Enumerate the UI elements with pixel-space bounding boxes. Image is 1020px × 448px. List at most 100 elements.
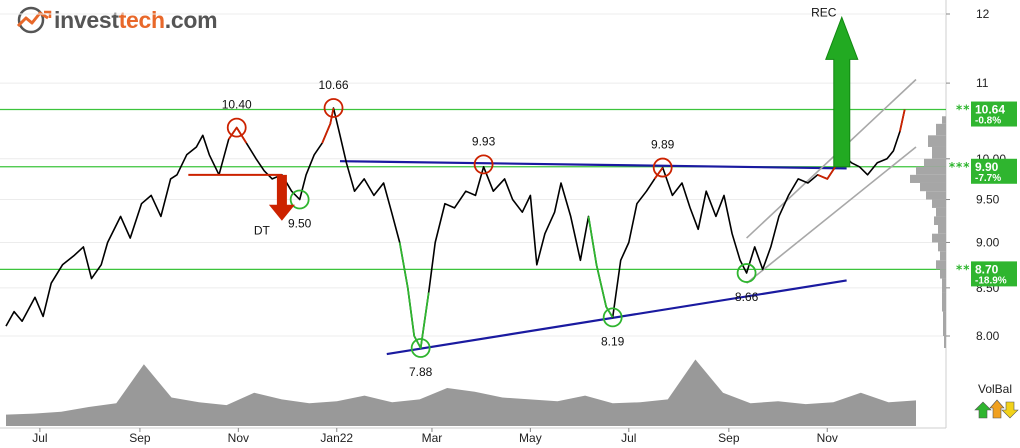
y-tick-label: 11 <box>976 76 989 90</box>
bottom-marker-label: 8.19 <box>601 334 625 348</box>
volbal-legend: VolBal <box>974 382 1019 419</box>
price-segment-down <box>817 166 837 180</box>
x-tick-label: Nov <box>817 431 838 445</box>
volume-profile-bar <box>936 207 946 217</box>
chart-swirl-icon <box>16 6 52 34</box>
top-marker-circle <box>323 98 344 118</box>
volume-profile-bar <box>936 123 946 136</box>
x-tick-label: Mar <box>422 431 443 445</box>
bottom-marker-circle <box>602 307 623 328</box>
volume-profile-bar <box>926 191 946 200</box>
volume-profile-bar <box>943 311 946 336</box>
level-tag-stars: *** <box>948 160 970 174</box>
volume-profile-bar <box>936 260 946 270</box>
level-tag-change: -0.8% <box>975 116 1001 127</box>
sell-arrow-icon <box>268 174 295 221</box>
buy-arrow-icon <box>825 15 859 168</box>
brand-name-a: invest <box>54 6 119 33</box>
volbal-up-arrow-icon <box>974 401 992 419</box>
volume-profile-bar <box>938 225 946 234</box>
price-segment-down <box>653 167 664 180</box>
volume-profile-bar <box>934 216 946 226</box>
price-line <box>5 107 906 349</box>
level-tag-stars: ** <box>956 262 970 276</box>
brand-domain: .com <box>164 6 218 33</box>
bottom-marker-circle <box>410 338 431 358</box>
top-marker-circle <box>226 117 247 138</box>
volbal-label: VolBal <box>978 382 1012 396</box>
y-tick-label: 9.50 <box>976 193 1000 207</box>
brand-name-b: tech <box>118 6 165 33</box>
chart-axes: 121110.009.509.008.508.00JulSepNovJan22M… <box>32 7 1006 445</box>
price-series <box>5 107 906 349</box>
level-tag-change: -18.9% <box>975 275 1007 286</box>
volume-profile-bar <box>928 135 946 147</box>
x-tick-label: Jan22 <box>320 431 353 445</box>
support-trendline <box>386 279 847 356</box>
top-marker-label: 9.93 <box>472 134 496 148</box>
volume-profile-bar <box>942 278 946 293</box>
bottom-marker-circle <box>289 189 310 210</box>
x-tick-label: Jul <box>621 431 636 445</box>
volume-profile-bar <box>932 199 946 208</box>
x-tick-label: Nov <box>228 431 249 445</box>
bottom-marker-circle <box>736 263 757 283</box>
level-tag-box <box>971 101 1017 127</box>
volume-area <box>6 359 916 426</box>
sell-signal-label: DT <box>254 224 271 238</box>
brand-name: investtech.com <box>54 6 218 34</box>
level-tag-box <box>971 261 1017 287</box>
x-tick-label: Sep <box>129 431 151 445</box>
price-segment-up <box>587 216 614 318</box>
x-tick-label: Jul <box>32 431 47 445</box>
bottom-marker-label: 7.88 <box>409 365 433 379</box>
volume-profile-bar <box>910 174 946 183</box>
level-tag-change: -7.7% <box>975 173 1001 184</box>
volume-profile-bar <box>932 146 946 159</box>
level-tag-value: 10.64 <box>975 103 1005 117</box>
x-tick-label: May <box>519 431 542 445</box>
level-tags: ** 10.64-0.8% *** 9.90-7.7% ** 8.70-18.9% <box>948 101 1017 287</box>
volbal-down-arrow-icon <box>1001 401 1019 419</box>
volume-profile-bar <box>940 269 946 279</box>
y-tick-label: 8.00 <box>976 329 1000 343</box>
volume-profile-bar <box>924 158 946 167</box>
volume-profile-bar <box>916 166 946 175</box>
resistance-trendline <box>339 160 847 170</box>
volume-profile-bar <box>938 242 946 252</box>
price-segment-down <box>321 107 335 144</box>
volume-profile-bar <box>940 251 946 261</box>
volbal-mid-arrow-icon <box>989 399 1005 419</box>
volume-area-shape <box>6 359 916 426</box>
channel-upper-line <box>746 78 917 239</box>
bottom-marker-label: 8.66 <box>735 290 759 304</box>
level-tag-box <box>971 158 1017 184</box>
signal-arrows: DT REC <box>188 5 859 238</box>
top-marker-label: 10.40 <box>222 98 252 112</box>
volume-profile-bar <box>942 292 946 312</box>
top-marker-circle <box>473 154 494 175</box>
volume-profile-bar <box>944 336 946 349</box>
level-tag-stars: ** <box>956 103 970 117</box>
top-marker-circle <box>652 157 673 178</box>
volume-profile-bar <box>920 182 946 192</box>
chart-grid <box>0 0 947 429</box>
x-tick-label: Sep <box>718 431 740 445</box>
level-tag-value: 9.90 <box>975 160 999 174</box>
bottom-marker-label: 9.50 <box>288 217 312 231</box>
buy-signal-label: REC <box>811 5 837 19</box>
channel-lower-line <box>746 146 917 284</box>
brand-logo: investtech.com <box>14 6 218 34</box>
level-tag-value: 8.70 <box>975 262 999 276</box>
y-tick-label: 9.00 <box>976 235 1000 249</box>
volume-profile <box>910 116 946 349</box>
volume-profile-bar <box>932 233 946 243</box>
trendlines <box>339 78 917 356</box>
price-segment-down <box>899 109 906 132</box>
extreme-markers: 10.40 10.66 9.93 9.89 9.50 7.88 8.19 8.66 <box>222 78 759 379</box>
top-marker-label: 10.66 <box>319 78 349 92</box>
top-marker-label: 9.89 <box>651 138 675 152</box>
volume-profile-bar <box>942 116 946 124</box>
price-segment-up <box>398 242 430 349</box>
